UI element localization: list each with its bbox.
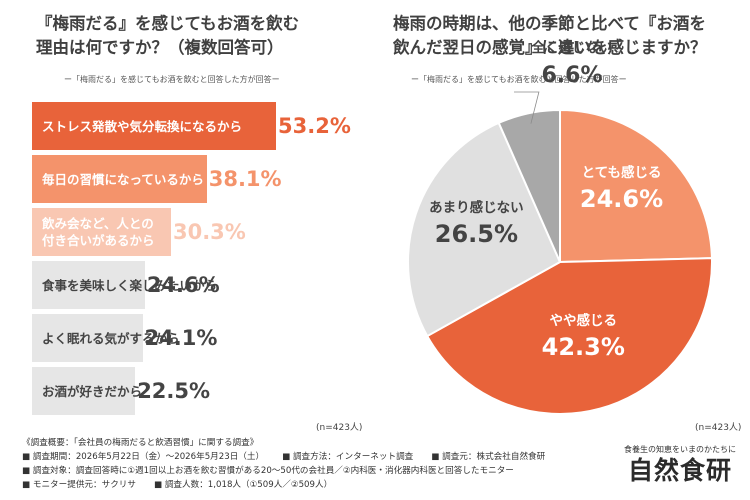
pie-slice-value: 26.5% xyxy=(435,220,518,248)
survey-count: ■ 調査人数：1,018人（①509人／②509人） xyxy=(153,480,333,490)
survey-row-3: ■ モニター提供元：サクリサ ■ 調査人数：1,018人（①509人／②509人） xyxy=(22,478,622,492)
bar-row: 食事を美味しく楽しみたいから 24.6% xyxy=(0,261,375,309)
bar-value-label: 53.2% xyxy=(278,114,351,138)
pie-chart-panel: 梅雨の時期は、他の季節と比べて『お酒を 飲んだ翌日の感覚』に違いを感じますか？ ー… xyxy=(375,0,750,433)
brand-tagline: 食養生の知恵をいまのかたちに xyxy=(624,445,736,454)
survey-row-1: ■ 調査期間：2026年5月22日（金）～2026年5月23日（土） ■ 調査方法… xyxy=(22,450,622,464)
bar-value-label: 24.1% xyxy=(144,326,218,350)
pie-slice xyxy=(559,108,713,264)
bar xyxy=(32,102,276,150)
bar-value-label: 38.1% xyxy=(208,167,282,191)
pie-slice-label: やや感じる xyxy=(550,312,618,329)
bar-row: 毎日の習慣になっているから 38.1% xyxy=(0,155,375,203)
bar-chart-subtitle: ー「梅雨だる」を感じてもお酒を飲むと回答した方が回答ー xyxy=(64,75,280,84)
bar-category-label: お酒が好きだから xyxy=(42,383,143,399)
pie-chart-subtitle: ー「梅雨だる」を感じてもお酒を飲むと回答した方が回答ー xyxy=(411,75,627,84)
bar-chart-n-label: (n=423人) xyxy=(316,423,363,433)
bar-category-label: 飲み会など、人との 付き合いがあるから xyxy=(42,216,155,248)
bar xyxy=(32,314,143,362)
pie-slice-label: 全く感じない xyxy=(531,39,613,56)
pie-slice-label: とても感じる xyxy=(582,164,662,181)
bar-value-label: 24.6% xyxy=(146,273,220,297)
bar xyxy=(32,261,145,309)
bar-category-label: 食事を美味しく楽しみたいから xyxy=(42,277,218,293)
brand-logo: 食養生の知恵をいまのかたちに 自然食研 xyxy=(620,444,740,487)
brand-name: 自然食研 xyxy=(627,456,732,485)
pie-slice-value: 42.3% xyxy=(542,333,625,361)
bar-value-label: 30.3% xyxy=(172,220,246,244)
bar-category-label: よく眠れる気がするから xyxy=(42,330,180,346)
pie-slice-value: 6.6% xyxy=(541,63,602,88)
bar-category-label: ストレス発散や気分転換になるから xyxy=(42,118,243,134)
bar-value-label: 22.5% xyxy=(137,379,211,403)
survey-title: 《調査概要：「会社員の梅雨だると飲酒習慣」に関する調査》 xyxy=(22,438,259,448)
bar xyxy=(32,208,171,256)
bar-chart-title: 『梅雨だる』を感じてもお酒を飲む 理由は何ですか？（複数回答可） xyxy=(36,14,300,57)
bar xyxy=(32,155,207,203)
pie-slice xyxy=(497,108,561,263)
pie-slice-label: あまり感じない xyxy=(429,199,524,216)
bar-row: お酒が好きだから 22.5% xyxy=(0,367,375,415)
pie-chart-title: 梅雨の時期は、他の季節と比べて『お酒を 飲んだ翌日の感覚』に違いを感じますか？ xyxy=(393,14,707,57)
survey-target: ■ 調査対象：調査回答時に①週1回以上お酒を飲む習慣がある20～50代の会社員／… xyxy=(22,466,514,476)
pie-slice-value: 24.6% xyxy=(580,185,663,213)
pie-chart-n-label: (n=423人) xyxy=(695,423,742,433)
survey-method: ■ 調査方法：インターネット調査 xyxy=(282,452,414,462)
bar-row: ストレス発散や気分転換になるから 53.2% xyxy=(0,102,375,150)
bar-category-label: 毎日の習慣になっているから xyxy=(42,171,204,187)
pie-chart: とても感じる 24.6% やや感じる 42.3% あまり感じない 26.5% 全く感じない 6… xyxy=(407,39,713,415)
bar-chart-panel: 『梅雨だる』を感じてもお酒を飲む 理由は何ですか？（複数回答可） ー「梅雨だる」を… xyxy=(0,0,375,433)
bar-row: よく眠れる気がするから 24.1% xyxy=(0,314,375,362)
survey-footer: 《調査概要：「会社員の梅雨だると飲酒習慣」に関する調査》 ■ 調査期間：2026… xyxy=(22,436,622,492)
pie-leader-line xyxy=(514,91,540,124)
survey-monitor: ■ モニター提供元：サクリサ xyxy=(22,480,136,490)
survey-source: ■ 調査元：株式会社自然食研 xyxy=(431,452,546,462)
survey-period: ■ 調査期間：2026年5月22日（金）～2026年5月23日（土） xyxy=(22,452,265,462)
bar-row: 飲み会など、人との 付き合いがあるから 30.3% xyxy=(0,208,375,256)
bar xyxy=(32,367,136,415)
